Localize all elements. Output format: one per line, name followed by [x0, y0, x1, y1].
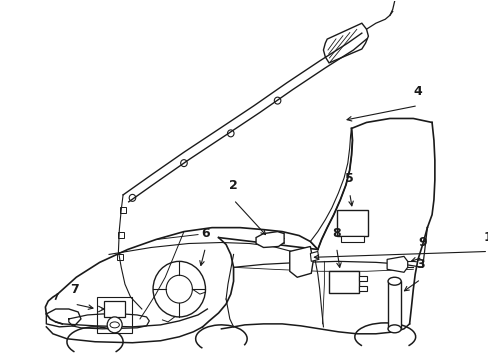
Bar — [104, 301, 125, 317]
Text: 1: 1 — [483, 230, 488, 243]
Ellipse shape — [387, 277, 400, 285]
Bar — [358, 276, 366, 281]
Ellipse shape — [110, 322, 119, 328]
Bar — [120, 207, 125, 213]
Ellipse shape — [387, 325, 400, 333]
Bar — [358, 286, 366, 291]
Text: 6: 6 — [201, 226, 209, 239]
Bar — [97, 297, 132, 333]
Circle shape — [107, 317, 122, 333]
Polygon shape — [328, 271, 358, 293]
Bar — [387, 281, 400, 329]
Text: 8: 8 — [331, 226, 340, 239]
Bar — [117, 255, 123, 260]
Polygon shape — [310, 251, 318, 261]
Text: 2: 2 — [229, 179, 238, 192]
Text: 4: 4 — [413, 85, 422, 98]
Polygon shape — [256, 231, 284, 247]
Polygon shape — [386, 256, 407, 272]
Text: 5: 5 — [345, 172, 353, 185]
Text: 3: 3 — [416, 258, 424, 271]
Text: 7: 7 — [70, 283, 79, 296]
Text: 9: 9 — [418, 237, 426, 249]
Bar — [118, 231, 124, 238]
Bar — [336, 210, 367, 235]
Polygon shape — [289, 247, 312, 277]
Bar — [341, 235, 363, 242]
